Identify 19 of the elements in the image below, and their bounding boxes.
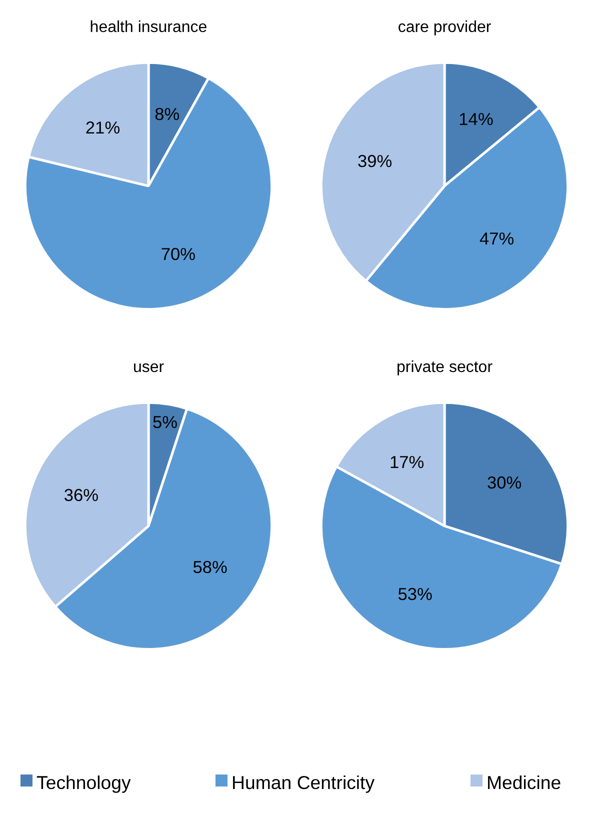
data-label: 17% <box>389 452 424 472</box>
chart-title: health insurance <box>90 19 208 36</box>
data-label: 14% <box>458 108 494 129</box>
data-label: 39% <box>358 150 392 171</box>
data-label: 58% <box>192 557 228 578</box>
data-label: 8% <box>154 104 180 124</box>
data-label: 21% <box>85 118 120 138</box>
data-label: 36% <box>64 485 99 506</box>
data-label: 30% <box>487 472 522 492</box>
data-label: 47% <box>479 228 514 248</box>
chart-title: care provider <box>398 19 492 36</box>
legend-label: Technology <box>36 772 132 793</box>
chart-title: user <box>132 359 165 376</box>
legend-label: Medicine <box>486 772 562 793</box>
data-label: 53% <box>398 584 432 604</box>
data-label: 5% <box>152 412 178 432</box>
chart-title: private sector <box>396 359 494 376</box>
legend-label: Human Centricity <box>232 772 376 793</box>
data-label: 70% <box>160 244 196 264</box>
